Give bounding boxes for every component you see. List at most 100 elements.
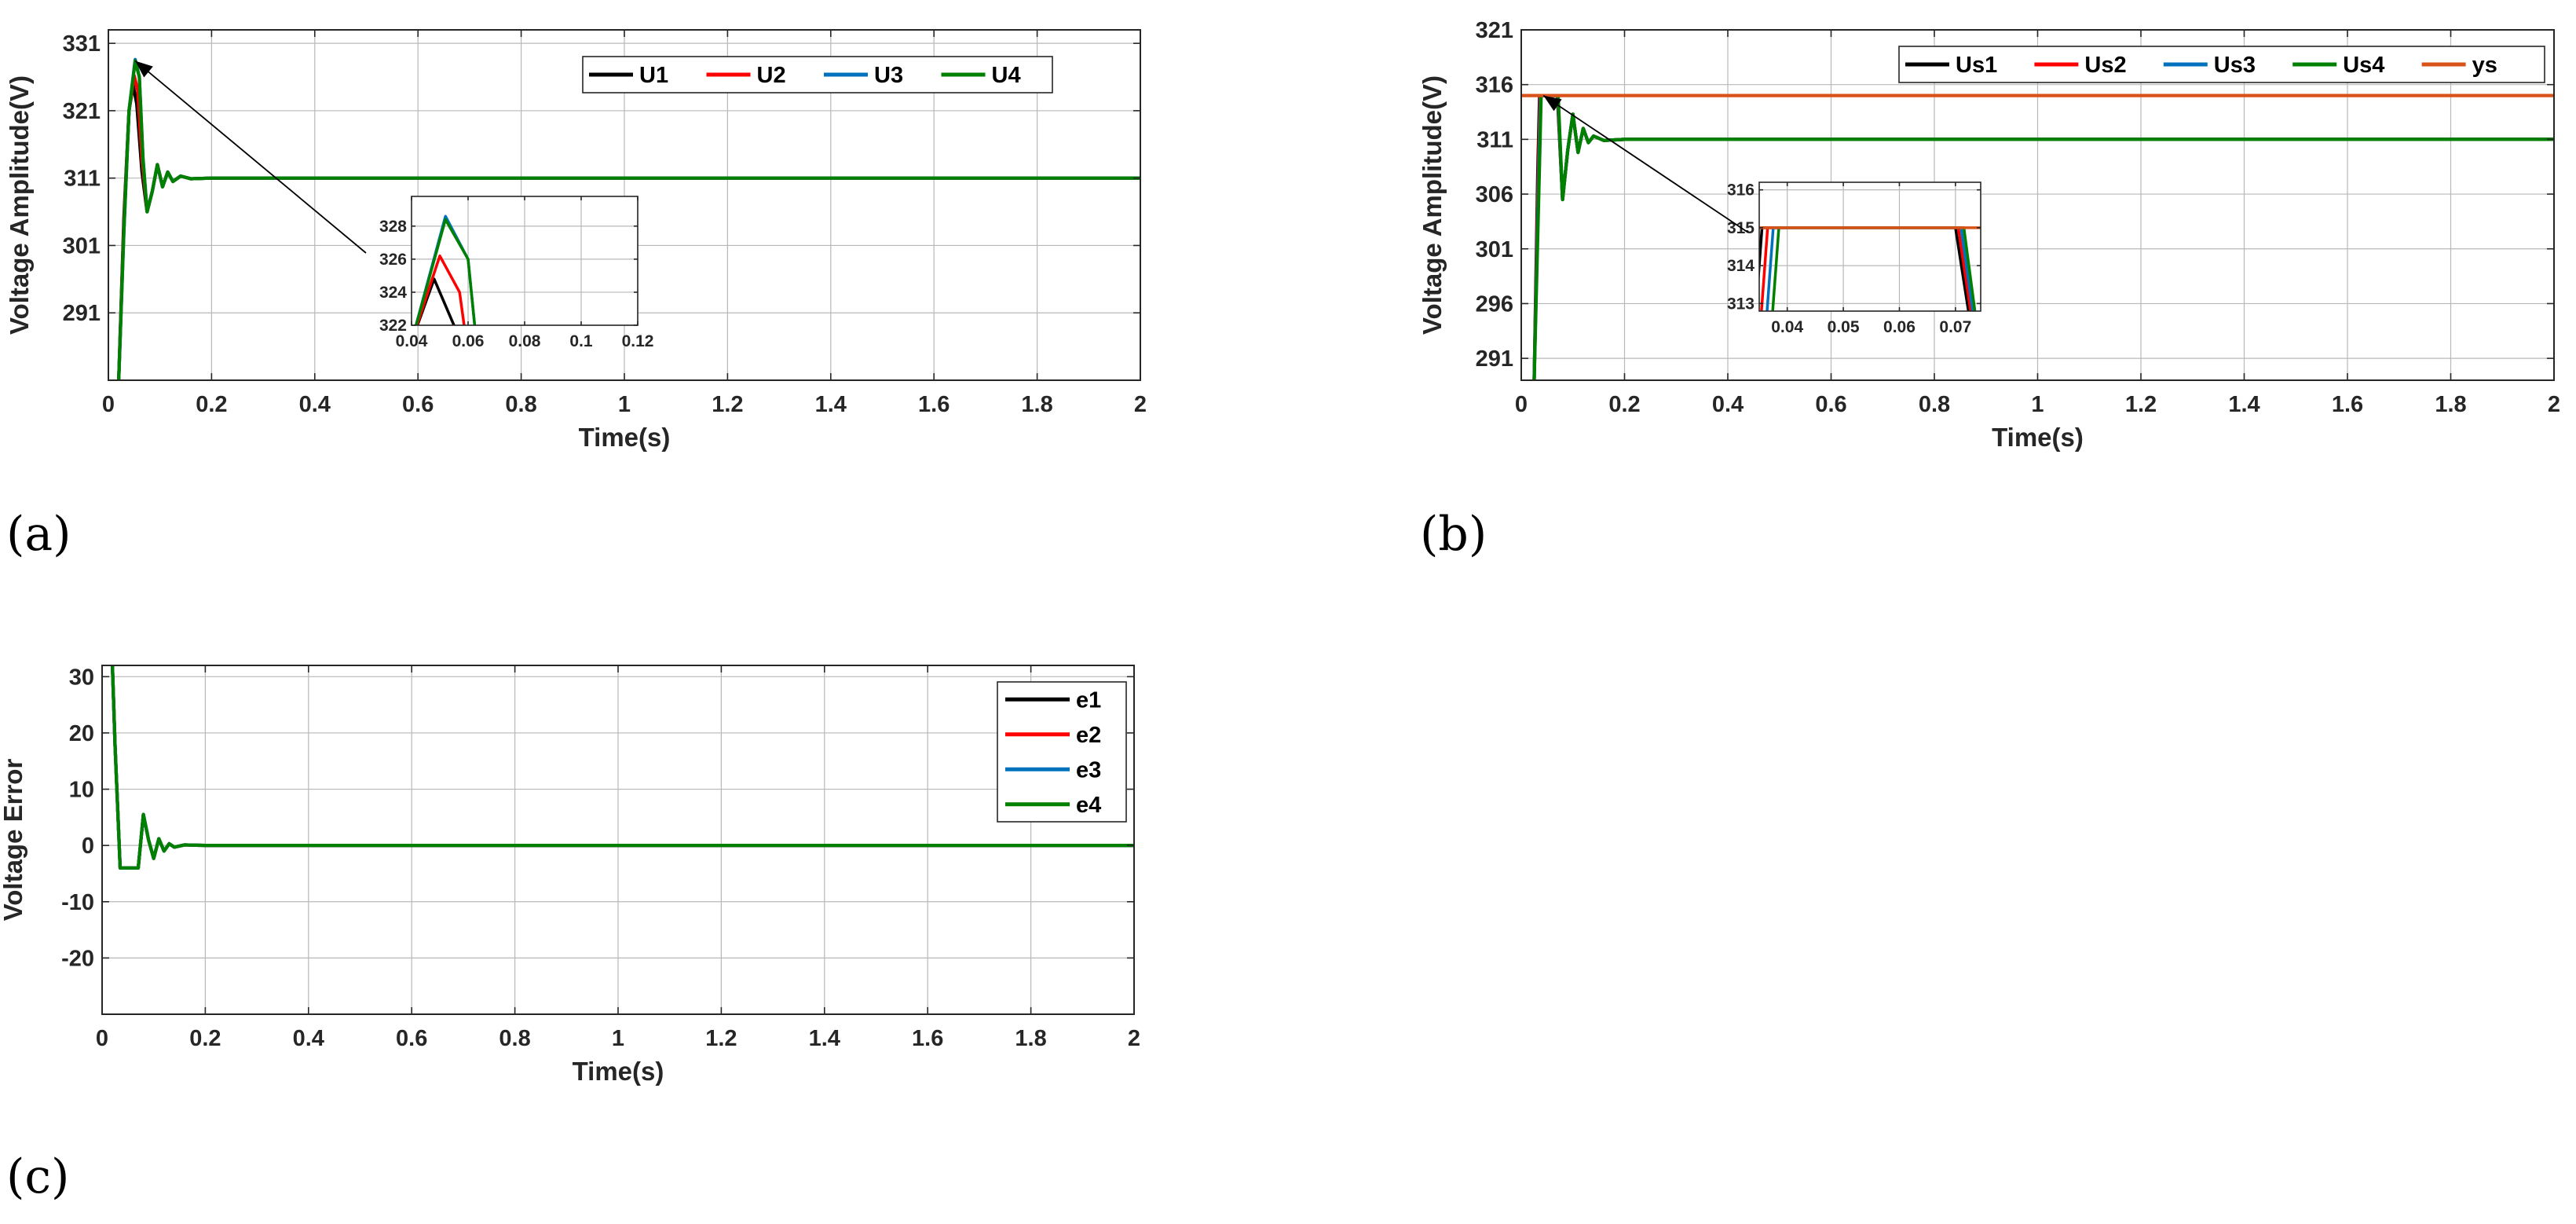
chart-b-zoom-arrow-line <box>1542 94 1749 233</box>
chart-a-inset-x-tick-label-2: 0.08 <box>509 332 541 350</box>
chart-b-y-tick-label-2: 301 <box>1476 237 1513 262</box>
panel-label-a: (a) <box>6 507 71 562</box>
chart-b-inset-axes-frame <box>1758 181 1981 312</box>
chart-a-zoom-arrow-line <box>134 60 367 254</box>
chart-c-series-group <box>111 665 1134 870</box>
chart-a-inset-x-tick-label-4: 0.12 <box>622 332 654 350</box>
chart-b-inset-x-tick-label-0: 0.04 <box>1771 318 1803 336</box>
chart-c-x-tick-label-2: 0.4 <box>293 1026 324 1051</box>
chart-b: 0 0.2 0.4 0.6 0.8 1 1.2 1.4 1.6 1.8 2 291 296 301 306 3… <box>1418 18 2560 452</box>
chart-b-inset-x-tick-label-3: 0.07 <box>1939 318 1971 336</box>
chart-a-x-tick-label-0: 0 <box>102 392 115 417</box>
chart-a-x-axis-label: Time(s) <box>579 423 671 452</box>
chart-a-x-tick-label-1: 0.2 <box>196 392 227 417</box>
chart-a-inset-series-line-u4 <box>415 218 477 325</box>
chart-a-legend: U1 U2 U3 U4 <box>582 56 1053 93</box>
chart-a-x-tick-label-10: 2 <box>1134 392 1147 417</box>
chart-c-y-tick-label-4: 20 <box>69 721 94 746</box>
chart-a-inset-x-tick-label-3: 0.1 <box>569 332 593 350</box>
chart-a-inset: 0.04 0.06 0.08 0.1 0.12 322 324 326 328 <box>134 60 654 350</box>
chart-a-x-tick-label-4: 0.8 <box>505 392 536 417</box>
chart-c-x-tick-label-1: 0.2 <box>189 1026 221 1051</box>
chart-c-y-tick-label-1: -10 <box>61 890 94 915</box>
chart-c-x-tick-label-10: 2 <box>1128 1026 1140 1051</box>
chart-c-x-tick-label-0: 0 <box>96 1026 108 1051</box>
chart-b-legend-label-ys: ys <box>2472 53 2497 78</box>
chart-b-inset-series-group <box>1759 226 1981 311</box>
chart-c: 0 0.2 0.4 0.6 0.8 1 1.2 1.4 1.6 1.8 2 -20 -10 0 10 20 30… <box>0 665 1140 1086</box>
chart-b-inset-plot-background <box>1759 182 1981 311</box>
chart-c-x-tick-label-5: 1 <box>612 1026 624 1051</box>
chart-c-legend-label-e3: e3 <box>1076 757 1101 782</box>
chart-c-legend-label-e1: e1 <box>1076 687 1101 713</box>
chart-b-x-tick-label-4: 0.8 <box>1919 392 1950 417</box>
chart-a-y-tick-label-3: 321 <box>63 99 101 124</box>
chart-c-legend: e1 e2 e3 e4 <box>997 681 1127 823</box>
chart-c-legend-label-e4: e4 <box>1076 793 1101 818</box>
chart-b-x-tick-label-9: 1.8 <box>2435 392 2466 417</box>
chart-b-inset-x-tick-label-1: 0.05 <box>1828 318 1860 336</box>
chart-a-x-tick-label-7: 1.4 <box>815 392 847 417</box>
chart-b-inset-y-tick-label-3: 316 <box>1727 181 1755 200</box>
chart-b-x-tick-label-2: 0.4 <box>1712 392 1744 417</box>
chart-c-x-tick-label-9: 1.8 <box>1015 1026 1046 1051</box>
chart-b-legend-label-us4: Us4 <box>2343 53 2384 78</box>
chart-c-x-tick-label-7: 1.4 <box>809 1026 840 1051</box>
chart-b-y-tick-label-5: 316 <box>1476 73 1513 98</box>
chart-b-x-tick-label-10: 2 <box>2548 392 2560 417</box>
chart-b-inset-y-tick-label-0: 313 <box>1727 295 1755 313</box>
chart-c-series-line-e4 <box>111 665 1134 870</box>
chart-c-y-axis-label: Voltage Error <box>0 759 27 922</box>
chart-b-inset-y-tick-label-1: 314 <box>1727 257 1755 275</box>
chart-c-legend-box <box>997 681 1127 823</box>
chart-b-legend-label-us2: Us2 <box>2084 53 2126 78</box>
chart-b-legend-label-us3: Us3 <box>2214 53 2256 78</box>
chart-a-x-tick-label-8: 1.6 <box>918 392 950 417</box>
chart-b-x-tick-label-3: 0.6 <box>1815 392 1846 417</box>
chart-c-legend-label-e2: e2 <box>1076 723 1101 748</box>
chart-b-x-tick-label-7: 1.4 <box>2228 392 2259 417</box>
chart-a-y-tick-label-0: 291 <box>63 301 101 326</box>
chart-a-series-line-u4 <box>117 59 1140 380</box>
chart-b-x-tick-label-5: 1 <box>2031 392 2044 417</box>
chart-b-y-tick-label-0: 291 <box>1476 346 1513 372</box>
chart-b-x-tick-label-1: 0.2 <box>1608 392 1640 417</box>
chart-a-legend-label-u4: U4 <box>992 63 1021 88</box>
chart-c-x-tick-label-3: 0.6 <box>396 1026 427 1051</box>
chart-a-inset-y-tick-label-0: 322 <box>379 317 407 335</box>
chart-b-y-tick-label-3: 306 <box>1476 182 1513 207</box>
chart-b-inset-x-tick-label-2: 0.06 <box>1883 318 1916 336</box>
chart-a: 0 0.2 0.4 0.6 0.8 1 1.2 1.4 1.6 1.8 2 291 301 311 321 3… <box>5 29 1147 452</box>
chart-a-zoom-arrow-head <box>135 60 153 78</box>
chart-a-y-tick-label-4: 331 <box>63 31 101 57</box>
chart-c-x-tick-label-8: 1.6 <box>912 1026 943 1051</box>
chart-a-legend-label-u3: U3 <box>874 63 903 88</box>
chart-b-zoom-arrow-head <box>1543 95 1562 112</box>
chart-a-inset-y-tick-label-1: 324 <box>379 284 407 302</box>
chart-c-y-tick-label-0: -20 <box>61 946 94 971</box>
chart-a-inset-x-tick-label-0: 0.04 <box>396 332 428 350</box>
chart-b-legend: Us1 Us2 Us3 Us4 ys <box>1898 46 2545 83</box>
panel-label-b: (b) <box>1420 507 1487 562</box>
chart-a-x-tick-label-6: 1.2 <box>712 392 743 417</box>
chart-c-y-tick-label-3: 10 <box>69 778 94 803</box>
chart-b-x-tick-label-8: 1.6 <box>2332 392 2363 417</box>
chart-a-inset-y-tick-label-2: 326 <box>379 251 407 269</box>
chart-a-inset-series-group <box>414 214 477 325</box>
chart-b-x-axis-label: Time(s) <box>1992 423 2084 452</box>
chart-b-x-tick-label-0: 0 <box>1515 392 1528 417</box>
chart-a-y-tick-label-2: 311 <box>64 167 101 192</box>
chart-b-y-axis-label: Voltage Amplitude(V) <box>1418 75 1447 335</box>
chart-a-x-tick-label-3: 0.6 <box>402 392 434 417</box>
chart-c-y-tick-label-5: 30 <box>69 665 94 690</box>
chart-a-x-tick-label-5: 1 <box>618 392 631 417</box>
chart-b-legend-label-us1: Us1 <box>1956 53 1997 78</box>
chart-c-x-tick-label-6: 1.2 <box>705 1026 737 1051</box>
chart-b-y-tick-label-4: 311 <box>1476 127 1513 152</box>
panel-label-c: (c) <box>6 1149 69 1204</box>
chart-a-inset-x-tick-label-1: 0.06 <box>452 332 485 350</box>
chart-a-inset-series-line-u2 <box>415 254 466 325</box>
chart-a-x-tick-label-9: 1.8 <box>1021 392 1052 417</box>
